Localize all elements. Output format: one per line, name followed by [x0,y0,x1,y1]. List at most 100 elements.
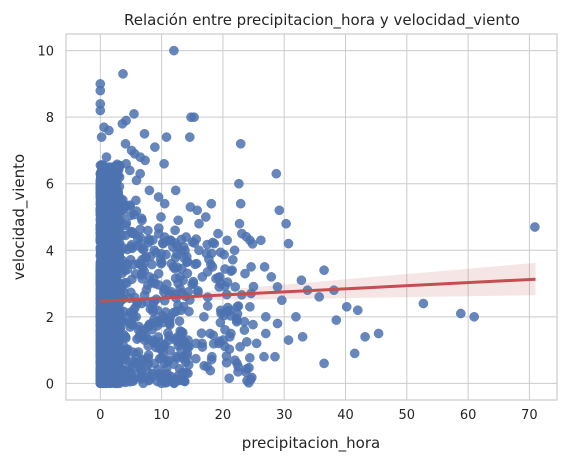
data-point [134,259,143,268]
y-tick-label: 10 [37,45,54,60]
data-point [144,322,153,331]
data-point [106,314,115,323]
data-point [125,377,134,386]
data-point [144,368,153,377]
data-point [245,353,254,362]
data-point [235,219,244,228]
data-point [298,332,307,341]
data-point [175,317,184,326]
data-point [220,250,229,259]
data-point [244,363,253,372]
data-point [284,336,293,345]
data-point [132,176,141,185]
data-point [149,307,158,316]
data-point [353,306,362,315]
data-point [252,339,261,348]
data-point [158,238,167,247]
data-point [97,280,106,289]
data-point [173,353,182,362]
data-point [220,342,229,351]
data-point [184,342,193,351]
data-point [320,266,329,275]
data-point [150,143,159,152]
data-point [118,119,127,128]
x-tick-label: 50 [399,408,416,423]
data-point [236,199,245,208]
data-point [194,219,203,228]
data-point [234,179,243,188]
data-point [207,249,216,258]
data-point [220,282,229,291]
data-point [153,318,162,327]
data-point [129,109,138,118]
data-point [191,354,200,363]
data-point [270,352,279,361]
data-point [216,306,225,315]
data-point [105,328,114,337]
data-point [242,337,251,346]
data-point [160,199,169,208]
data-point [141,156,150,165]
data-point [134,333,143,342]
data-point [107,187,116,196]
data-point [273,282,282,291]
data-point [177,329,186,338]
data-point [143,226,152,235]
x-tick-label: 10 [153,408,170,423]
data-point [272,169,281,178]
data-point [107,277,116,286]
data-point [175,364,184,373]
data-point [242,232,251,241]
x-tick-label: 60 [460,408,477,423]
data-point [275,206,284,215]
data-point [179,376,188,385]
data-point [189,277,198,286]
data-point [232,314,241,323]
data-point [226,267,235,276]
data-point [96,215,105,224]
data-point [261,329,270,338]
data-point [171,186,180,195]
data-point [109,215,118,224]
chart-title: Relación entre precipitacion_hora y velo… [124,11,520,30]
data-point [164,336,173,345]
data-point [184,307,193,316]
data-point [155,337,164,346]
data-point [240,326,249,335]
data-point [188,238,197,247]
data-point [163,357,172,366]
data-point [185,133,194,142]
data-point [104,126,113,135]
data-point [113,336,122,345]
data-point [161,250,170,259]
data-point [115,264,124,273]
data-point [245,302,254,311]
data-point [291,312,300,321]
data-point [145,186,154,195]
data-point [267,272,276,281]
data-point [171,307,180,316]
data-point [419,299,428,308]
data-point [297,276,306,285]
data-point [97,178,106,187]
data-point [130,358,139,367]
y-tick-label: 6 [46,178,54,193]
data-point [284,239,293,248]
data-point [201,212,210,221]
data-point [260,262,269,271]
data-point [106,286,115,295]
data-point [225,332,234,341]
data-point [169,262,178,271]
data-point [118,348,127,357]
data-point [97,360,106,369]
x-tick-label: 20 [215,408,232,423]
y-tick-label: 2 [46,311,54,326]
data-point [164,375,173,384]
data-point [110,373,119,382]
y-tick-label: 0 [46,377,54,392]
data-point [199,312,208,321]
data-point [113,173,122,182]
x-tick-label: 30 [276,408,293,423]
